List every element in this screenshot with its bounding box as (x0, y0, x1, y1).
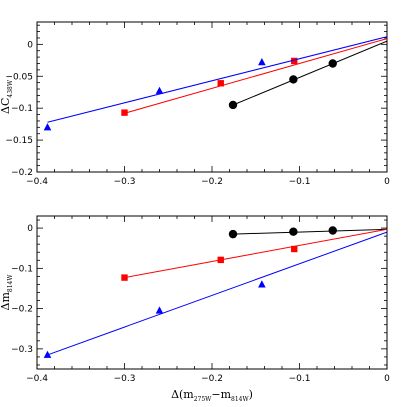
square-series-fit-line (124, 38, 388, 114)
x-tick-label: −0.1 (289, 177, 311, 187)
bottom-panel-delta-m814w: −0.4 −0.3 −0.2 −0.1 0 −0.3 −0.2 −0.1 0 Δm814W Δ(m2… (0, 215, 390, 403)
x-tick-label: −0.4 (26, 374, 48, 384)
triangle-series-fit-line (47, 231, 388, 356)
x-tick-label: 0 (384, 177, 390, 187)
circle-data-point (328, 59, 337, 68)
circle-data-point (328, 226, 337, 235)
x-axis-title: Δ(m275W−m814W) (171, 388, 253, 403)
triangle-data-point (258, 280, 266, 288)
triangle-data-point (155, 86, 164, 94)
y-tick-label: 0 (27, 40, 33, 50)
y-axis-title: Δm814W (0, 274, 14, 311)
top-panel-delta-c438w: −0.4 −0.3 −0.2 −0.1 0 −0.2 −0.15 −0.1 −0.05 0 ΔC43… (0, 21, 390, 187)
y-tick-label: −0.15 (5, 136, 33, 146)
square-data-point (121, 109, 128, 116)
triangle-data-point (258, 58, 266, 66)
square-series-fit-line (124, 228, 388, 279)
x-tick-label: −0.2 (201, 177, 223, 187)
x-tick-label: 0 (384, 374, 390, 384)
triangle-data-point (43, 123, 52, 131)
y-tick-label: 0 (27, 224, 33, 234)
x-tick-label: −0.1 (289, 374, 311, 384)
triangle-series-fit-line (47, 36, 388, 123)
y-tick-label: −0.3 (11, 345, 33, 355)
circle-data-point (228, 229, 238, 239)
y-axis-title: ΔC438W (0, 79, 14, 114)
x-tick-label: −0.3 (114, 177, 136, 187)
circle-series-fit-line (232, 40, 388, 106)
y-tick-label: −0.2 (11, 305, 33, 315)
y-tick-label: −0.2 (11, 168, 33, 178)
circle-data-point (289, 75, 298, 84)
square-data-point (121, 274, 128, 281)
x-tick-label: −0.4 (26, 177, 48, 187)
x-tick-label: −0.2 (201, 374, 223, 384)
square-data-point (217, 256, 224, 264)
y-tick-label: −0.1 (11, 264, 33, 274)
square-data-point (291, 57, 298, 65)
y-tick-label: −0.1 (11, 104, 33, 114)
triangle-data-point (155, 306, 164, 314)
circle-data-point (289, 227, 298, 236)
plot-frame (36, 21, 388, 173)
x-tick-label: −0.3 (114, 374, 136, 384)
square-data-point (217, 80, 224, 87)
triangle-data-point (43, 350, 52, 358)
circle-data-point (228, 100, 238, 110)
square-data-point (291, 245, 298, 253)
circle-series-fit-line (232, 228, 388, 235)
y-tick-label: −0.05 (5, 72, 33, 82)
